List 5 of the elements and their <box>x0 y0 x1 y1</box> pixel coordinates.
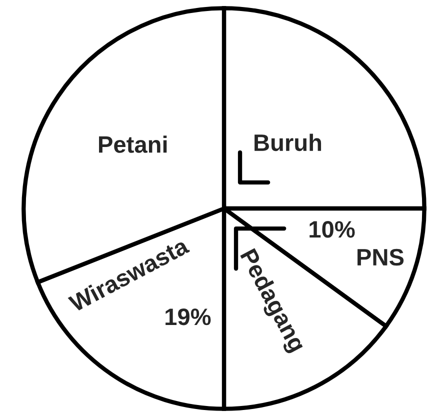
data-label: 19% <box>166 308 211 326</box>
slice-label: Buruh <box>254 134 322 152</box>
data-label: 10% <box>310 221 355 238</box>
slice-label: Petani <box>99 136 167 153</box>
slice-label: PNS <box>358 248 404 266</box>
